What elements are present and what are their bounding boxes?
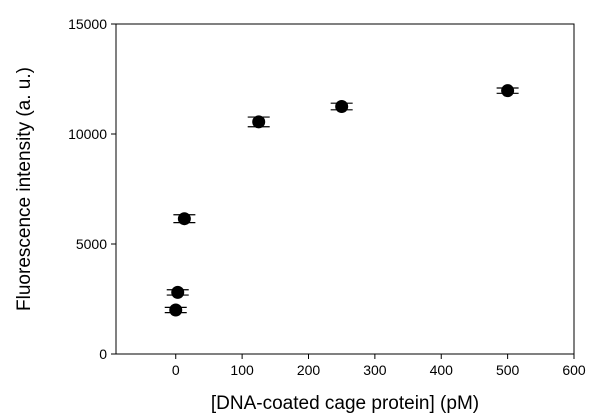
data-point — [164, 303, 187, 317]
data-marker — [177, 212, 191, 226]
data-point — [173, 212, 196, 226]
plot-frame — [115, 23, 575, 355]
y-tick-label: 10000 — [68, 126, 107, 142]
data-point — [166, 285, 189, 299]
x-tick-label: 200 — [297, 362, 321, 378]
data-marker — [252, 115, 266, 129]
data-marker — [171, 285, 185, 299]
data-series — [164, 84, 519, 317]
y-axis: 0 5000 10000 15000 — [68, 16, 116, 362]
x-axis: 0 100 200 300 400 500 600 — [172, 354, 586, 378]
data-marker — [169, 303, 183, 317]
x-tick-label: 300 — [363, 362, 387, 378]
y-tick-label: 15000 — [68, 16, 107, 32]
x-tick-label: 0 — [172, 362, 180, 378]
data-marker — [501, 84, 515, 98]
x-tick-label: 500 — [496, 362, 520, 378]
data-point — [330, 100, 353, 113]
x-tick-label: 400 — [430, 362, 454, 378]
x-tick-label: 600 — [562, 362, 586, 378]
data-point — [247, 115, 270, 129]
data-point — [496, 84, 519, 98]
y-tick-label: 5000 — [76, 236, 107, 252]
x-axis-title: [DNA-coated cage protein] (pM) — [211, 393, 479, 414]
x-tick-label: 100 — [230, 362, 254, 378]
y-tick-label: 0 — [99, 346, 107, 362]
data-marker — [335, 100, 349, 113]
y-axis-title: Fluorescence intensity (a. u.) — [14, 67, 35, 311]
